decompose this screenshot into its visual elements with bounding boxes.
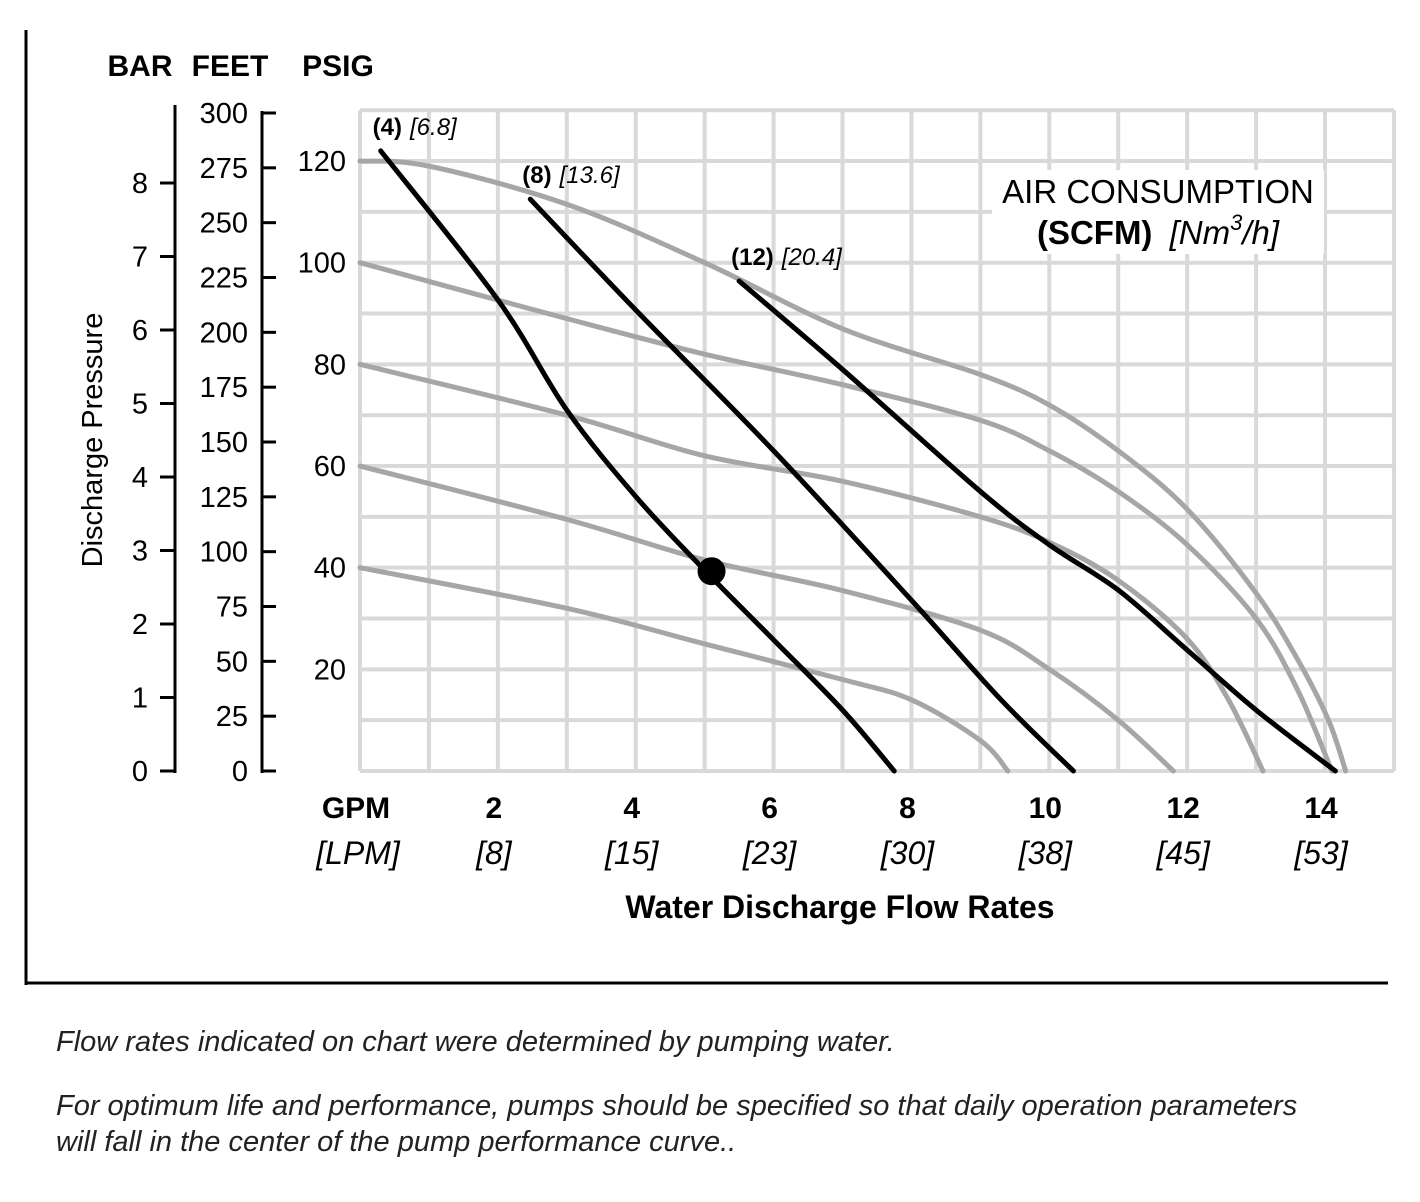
psig-tick-label: 80 [314,349,346,381]
air-curve-label-nm3h: [13.6] [559,162,621,189]
feet-tick-label: 0 [232,756,248,788]
x-tick-label-lpm: [30] [880,835,935,871]
x-tick-label: 4 [623,792,640,825]
note-flow-rates: Flow rates indicated on chart were deter… [56,1026,895,1058]
feet-tick-label: 200 [200,317,248,349]
bar-tick-label: 2 [132,609,148,641]
x-tick-label-lpm: [23] [742,835,797,871]
psig-axis-title: PSIG [302,50,374,83]
x-unit-secondary: [LPM] [315,835,401,871]
pressure-curve-40 [357,565,1011,774]
feet-tick-label: 225 [200,263,248,295]
air-curve-label-nm3h: [6.8] [409,114,458,141]
bar-tick-label: 8 [132,168,148,200]
axes: 0123456780255075100125150175200225250275… [132,98,1349,871]
air-consumption-curve [736,278,1338,774]
feet-tick-label: 75 [216,592,248,624]
x-tick-label: 10 [1029,792,1062,825]
psig-tick-label: 40 [314,553,346,585]
legend-unit-sup: 3 [1230,210,1243,235]
x-tick-label-lpm: [45] [1155,835,1210,871]
bar-tick-label: 0 [132,756,148,788]
curves: (4) [6.8] (8) [13.6] (12) [20.4] [357,114,1349,774]
air-consumption-curve [378,148,897,774]
bar-tick-label: 7 [132,242,148,274]
legend-title: AIR CONSUMPTION [1002,173,1314,210]
feet-axis-title: FEET [192,50,269,83]
feet-tick-label: 100 [200,537,248,569]
pressure-curve-80 [357,361,1266,774]
feet-tick-label: 300 [200,98,248,130]
psig-tick-label: 20 [314,654,346,686]
psig-tick-label: 60 [314,451,346,483]
air-curve-label: (12) [20.4] [731,244,843,271]
bar-tick-label: 1 [132,683,148,715]
feet-tick-label: 50 [216,646,248,678]
x-tick-label-lpm: [8] [475,835,513,871]
air-curve-label-scfm: (12) [731,244,774,271]
psig-tick-label: 120 [298,146,346,178]
bar-tick-label: 6 [132,315,148,347]
note-optimum: For optimum life and performance, pumps … [56,1090,1298,1158]
y-axis-label: Discharge Pressure [77,313,109,568]
air-curve-label-nm3h: [20.4] [781,244,843,271]
x-unit-primary: GPM [322,792,390,825]
legend-unit-h: /h] [1240,214,1280,251]
air-consumption-curve [527,196,1076,774]
feet-tick-label: 275 [200,153,248,185]
feet-tick-label: 150 [200,427,248,459]
operating-point-marker [697,557,726,586]
air-curve-label: (8) [13.6] [522,162,621,189]
x-tick-label-lpm: [15] [604,835,659,871]
feet-tick-label: 25 [216,701,248,733]
legend-unit-nm: [Nm [1169,214,1231,251]
bar-tick-label: 3 [132,536,148,568]
x-tick-label-lpm: [38] [1018,835,1073,871]
pressure-curve-100 [357,260,1335,774]
x-tick-label: 14 [1304,792,1338,825]
x-tick-label: 8 [899,792,916,825]
legend-bg [992,170,1324,254]
feet-tick-label: 175 [200,372,248,404]
pressure-curve-60 [357,463,1176,774]
psig-tick-label: 100 [298,248,346,280]
air-curve-label-scfm: (4) [373,114,402,141]
air-curve-label-scfm: (8) [522,162,551,189]
air-curve-label: (4) [6.8] [373,114,458,141]
x-tick-label-lpm: [53] [1293,835,1348,871]
bar-tick-label: 5 [132,389,148,421]
feet-tick-label: 125 [200,482,248,514]
legend-unit: (SCFM) [Nm3/h] [1037,210,1280,251]
bar-axis-title: BAR [108,50,173,83]
pressure-curve-120 [357,158,1349,774]
x-axis-label: Water Discharge Flow Rates [625,889,1054,925]
feet-tick-label: 250 [200,208,248,240]
bar-tick-label: 4 [132,462,148,494]
x-tick-label: 12 [1166,792,1199,825]
legend-unit-scfm: (SCFM) [1037,214,1152,251]
x-tick-label: 6 [761,792,778,825]
x-tick-label: 2 [486,792,503,825]
